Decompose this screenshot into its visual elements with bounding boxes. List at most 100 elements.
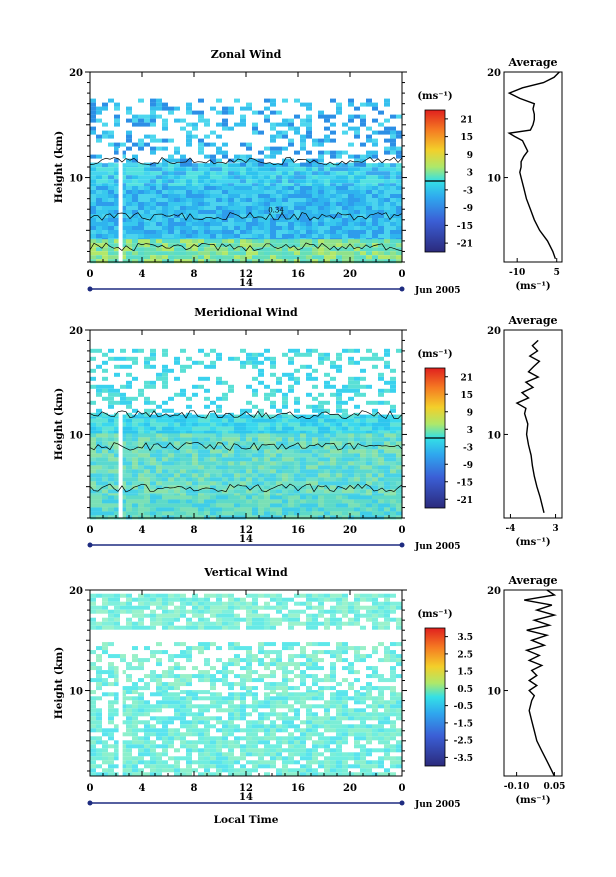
heatmap-cell [228,385,234,389]
heatmap-cell [222,469,228,473]
heatmap-cell [174,239,180,243]
heatmap-cell [222,397,228,401]
heatmap-cell [156,171,162,175]
heatmap-cell [330,449,336,453]
heatmap-cell [222,143,228,147]
heatmap-cell [162,473,168,477]
heatmap-cell [324,748,330,752]
heatmap-cell [210,259,216,263]
heatmap-cell [102,234,108,238]
heatmap-cell [108,622,114,626]
heatmap-cell [222,171,228,175]
heatmap-cell [150,385,156,389]
heatmap-cell [228,618,234,622]
heatmap-cell [108,419,114,423]
heatmap-cell [252,704,258,708]
heatmap-cell [372,469,378,473]
heatmap-cell [330,445,336,449]
heatmap-cell [204,251,210,255]
heatmap-cell [192,495,198,499]
heatmap-cell [342,259,348,263]
heatmap-cell [294,662,300,666]
heatmap-cell [384,99,390,103]
heatmap-cell [384,622,390,626]
heatmap-cell [168,397,174,401]
heatmap-cell [342,610,348,614]
heatmap-cell [270,696,276,700]
heatmap-cell [234,477,240,481]
heatmap-cell [252,234,258,238]
heatmap-cell [348,469,354,473]
heatmap-cell [150,732,156,736]
heatmap-cell [384,598,390,602]
heatmap-cell [390,381,396,385]
heatmap-cell [324,465,330,469]
heatmap-cell [210,511,216,515]
heatmap-cell [384,712,390,716]
heatmap-cell [378,373,384,377]
heatmap-cell [252,469,258,473]
heatmap-cell [162,433,168,437]
heatmap-cell [216,461,222,465]
heatmap-cell [252,622,258,626]
heatmap-cell [300,365,306,369]
heatmap-cell [270,728,276,732]
heatmap-cell [348,461,354,465]
heatmap-cell [390,239,396,243]
heatmap-cell [378,441,384,445]
heatmap-cell [396,618,402,622]
heatmap-cell [300,222,306,226]
heatmap-cell [306,594,312,598]
heatmap-cell [288,477,294,481]
heatmap-cell [270,642,276,646]
heatmap-cell [288,618,294,622]
heatmap-cell [372,179,378,183]
heatmap-cell [264,495,270,499]
heatmap-cell [372,119,378,123]
heatmap-cell [168,179,174,183]
heatmap-cell [306,247,312,251]
heatmap-cell [264,119,270,123]
heatmap-cell [228,230,234,234]
heatmap-cell [156,239,162,243]
heatmap-cell [150,115,156,119]
heatmap-cells [90,349,402,520]
heatmap-cell [216,419,222,423]
heatmap-cell [96,752,102,756]
heatmap-cell [336,453,342,457]
heatmap-cell [90,724,96,728]
heatmap-cell [288,251,294,255]
heatmap-cell [132,658,138,662]
heatmap-cell [108,712,114,716]
heatmap-cell [312,377,318,381]
heatmap-cell [276,728,282,732]
heatmap-cell [270,473,276,477]
heatmap-cell [264,485,270,489]
heatmap-cell [216,700,222,704]
heatmap-cell [366,210,372,214]
heatmap-cell [342,700,348,704]
heatmap-cell [378,377,384,381]
heatmap-cell [342,198,348,202]
heatmap-cell [342,179,348,183]
heatmap-cell [318,159,324,163]
heatmap-cell [270,251,276,255]
heatmap-cell [96,515,102,519]
heatmap-cell [372,748,378,752]
heatmap-cell [168,449,174,453]
heatmap-cell [318,259,324,263]
heatmap-cell [378,716,384,720]
heatmap-cell [252,357,258,361]
heatmap-cell [228,503,234,507]
heatmap-cell [144,515,150,519]
heatmap-cell [90,662,96,666]
heatmap-cell [204,720,210,724]
heatmap-cell [186,419,192,423]
date-bar-end [88,287,93,292]
heatmap-cell [240,194,246,198]
heatmap-cell [318,357,324,361]
heatmap-cell [258,186,264,190]
heatmap-cell [222,186,228,190]
heatmap-cell [240,190,246,194]
heatmap-cell [390,507,396,511]
